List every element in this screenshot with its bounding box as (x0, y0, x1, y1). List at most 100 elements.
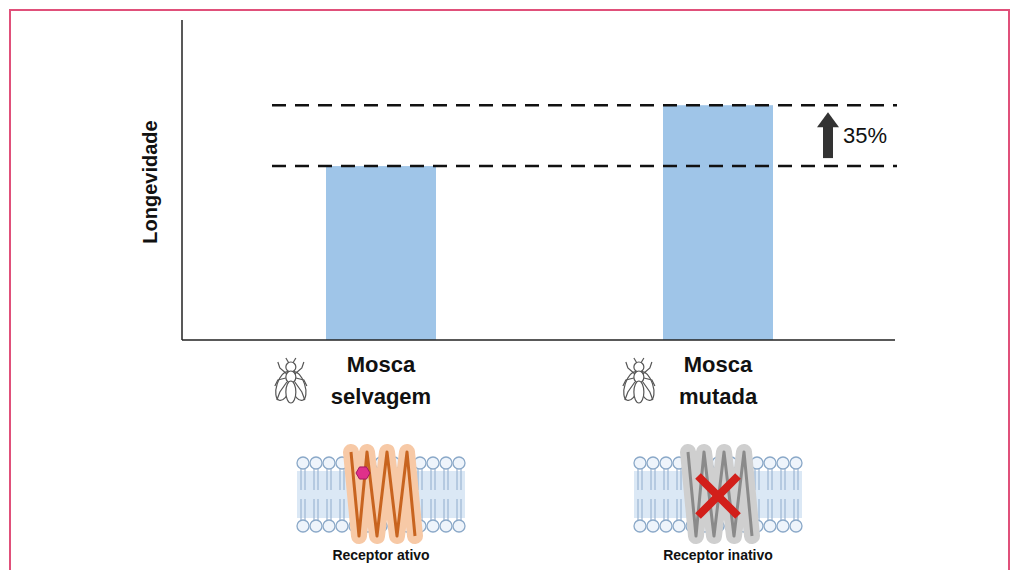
abdomen (286, 381, 296, 403)
lipid-tail (326, 469, 327, 490)
lipid-tail (343, 469, 344, 490)
reference-line (272, 165, 897, 168)
lipid-tail (343, 499, 344, 520)
lipid-tail (326, 499, 327, 520)
receptor-glow (351, 452, 415, 536)
lipid-head (310, 520, 322, 532)
membrane-inactive (634, 452, 802, 536)
lipid-tail (460, 499, 461, 520)
lipid-head (453, 457, 465, 469)
lipid-tail (641, 499, 642, 520)
lipid-tail (667, 469, 668, 490)
receptor-label: Receptor inativo (663, 547, 773, 563)
lipid-tail (317, 499, 318, 520)
membrane-active (297, 452, 465, 536)
lipid-head (310, 457, 322, 469)
lipid-tail (339, 469, 340, 490)
lipid-tail (793, 469, 794, 490)
lipid-tail (676, 499, 677, 520)
antenna (286, 358, 289, 363)
lipid-tail (767, 469, 768, 490)
leg (277, 382, 287, 400)
lipid-tail (421, 499, 422, 520)
lipid-head (453, 520, 465, 532)
lipid-tail (641, 469, 642, 490)
y-axis (181, 20, 183, 340)
receptor-label: Receptor ativo (332, 547, 429, 563)
wing (635, 370, 658, 403)
leg (295, 362, 304, 374)
lipid-tail (317, 469, 318, 490)
lipid-head (790, 457, 802, 469)
wing (287, 370, 310, 403)
leg (626, 362, 635, 374)
lipid-head (660, 457, 672, 469)
lipid-tail (797, 469, 798, 490)
leg (643, 382, 653, 400)
lipid-tail (447, 499, 448, 520)
lipid-head (427, 520, 439, 532)
lipid-tail (304, 499, 305, 520)
lipid-head (427, 457, 439, 469)
fly-icon (273, 358, 310, 403)
lipid-tail (771, 469, 772, 490)
bar (326, 166, 436, 340)
lipid-tail (784, 499, 785, 520)
leg (278, 362, 287, 374)
lipid-tail (443, 469, 444, 490)
bars (326, 105, 773, 340)
lipid-tail (654, 469, 655, 490)
lipid-head (764, 520, 776, 532)
lipid-head (790, 520, 802, 532)
lipid-tail (304, 469, 305, 490)
leg (643, 362, 652, 374)
leg (295, 382, 305, 400)
arrow-head (817, 112, 839, 127)
lipid-tail (434, 469, 435, 490)
x-tick-label-line: selvagem (331, 384, 431, 409)
lipid-tail (780, 499, 781, 520)
lipid-head (634, 457, 646, 469)
lipid-tail (637, 499, 638, 520)
lipid-tail (680, 469, 681, 490)
lipid-head (297, 520, 309, 532)
wing (621, 370, 644, 403)
lipid-tail (767, 499, 768, 520)
lipid-head (673, 520, 685, 532)
bar (663, 105, 773, 340)
lipid-tail (313, 499, 314, 520)
lipid-tail (430, 499, 431, 520)
x-tick-label-line: Mosca (684, 352, 753, 377)
lipid-tail (456, 499, 457, 520)
y-axis-title: Longevidade (139, 120, 161, 243)
receptor (351, 452, 415, 536)
lipid-tail (447, 469, 448, 490)
lipid-head (336, 520, 348, 532)
lipid-head (323, 457, 335, 469)
ligand (356, 467, 370, 479)
abdomen (634, 381, 644, 403)
leg (625, 382, 635, 400)
lipid-head (323, 520, 335, 532)
annotation: 35% (843, 123, 887, 148)
lipid-tail (313, 469, 314, 490)
lipid-head (297, 457, 309, 469)
lipid-tail (758, 499, 759, 520)
lipid-tail (434, 499, 435, 520)
fly-icon (621, 358, 658, 403)
cross (698, 476, 738, 516)
x-tick-label: Moscamutada (679, 352, 758, 409)
lipid-head (777, 457, 789, 469)
receptor (688, 452, 752, 536)
lipid-tail (300, 499, 301, 520)
lipid-tail (650, 469, 651, 490)
lipid-tail (676, 469, 677, 490)
lipid-tail (339, 499, 340, 520)
x-tick-label-line: Mosca (347, 352, 416, 377)
antenna (293, 358, 296, 363)
lipid-tail (758, 469, 759, 490)
lipid-head (440, 457, 452, 469)
lipid-head (647, 457, 659, 469)
lipid-tail (663, 499, 664, 520)
cross (698, 476, 738, 516)
